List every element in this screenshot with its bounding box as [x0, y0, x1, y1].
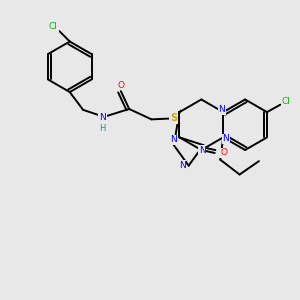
- Text: N: N: [99, 113, 106, 122]
- Text: N: N: [222, 134, 229, 143]
- Text: Cl: Cl: [49, 22, 58, 31]
- Text: H: H: [99, 124, 105, 133]
- Text: O: O: [220, 148, 227, 158]
- Text: N: N: [218, 105, 225, 114]
- Text: N: N: [170, 135, 177, 144]
- Text: N: N: [199, 146, 206, 155]
- Text: O: O: [117, 81, 124, 90]
- Text: S: S: [170, 113, 177, 123]
- Text: N: N: [179, 161, 185, 170]
- Text: Cl: Cl: [282, 97, 291, 106]
